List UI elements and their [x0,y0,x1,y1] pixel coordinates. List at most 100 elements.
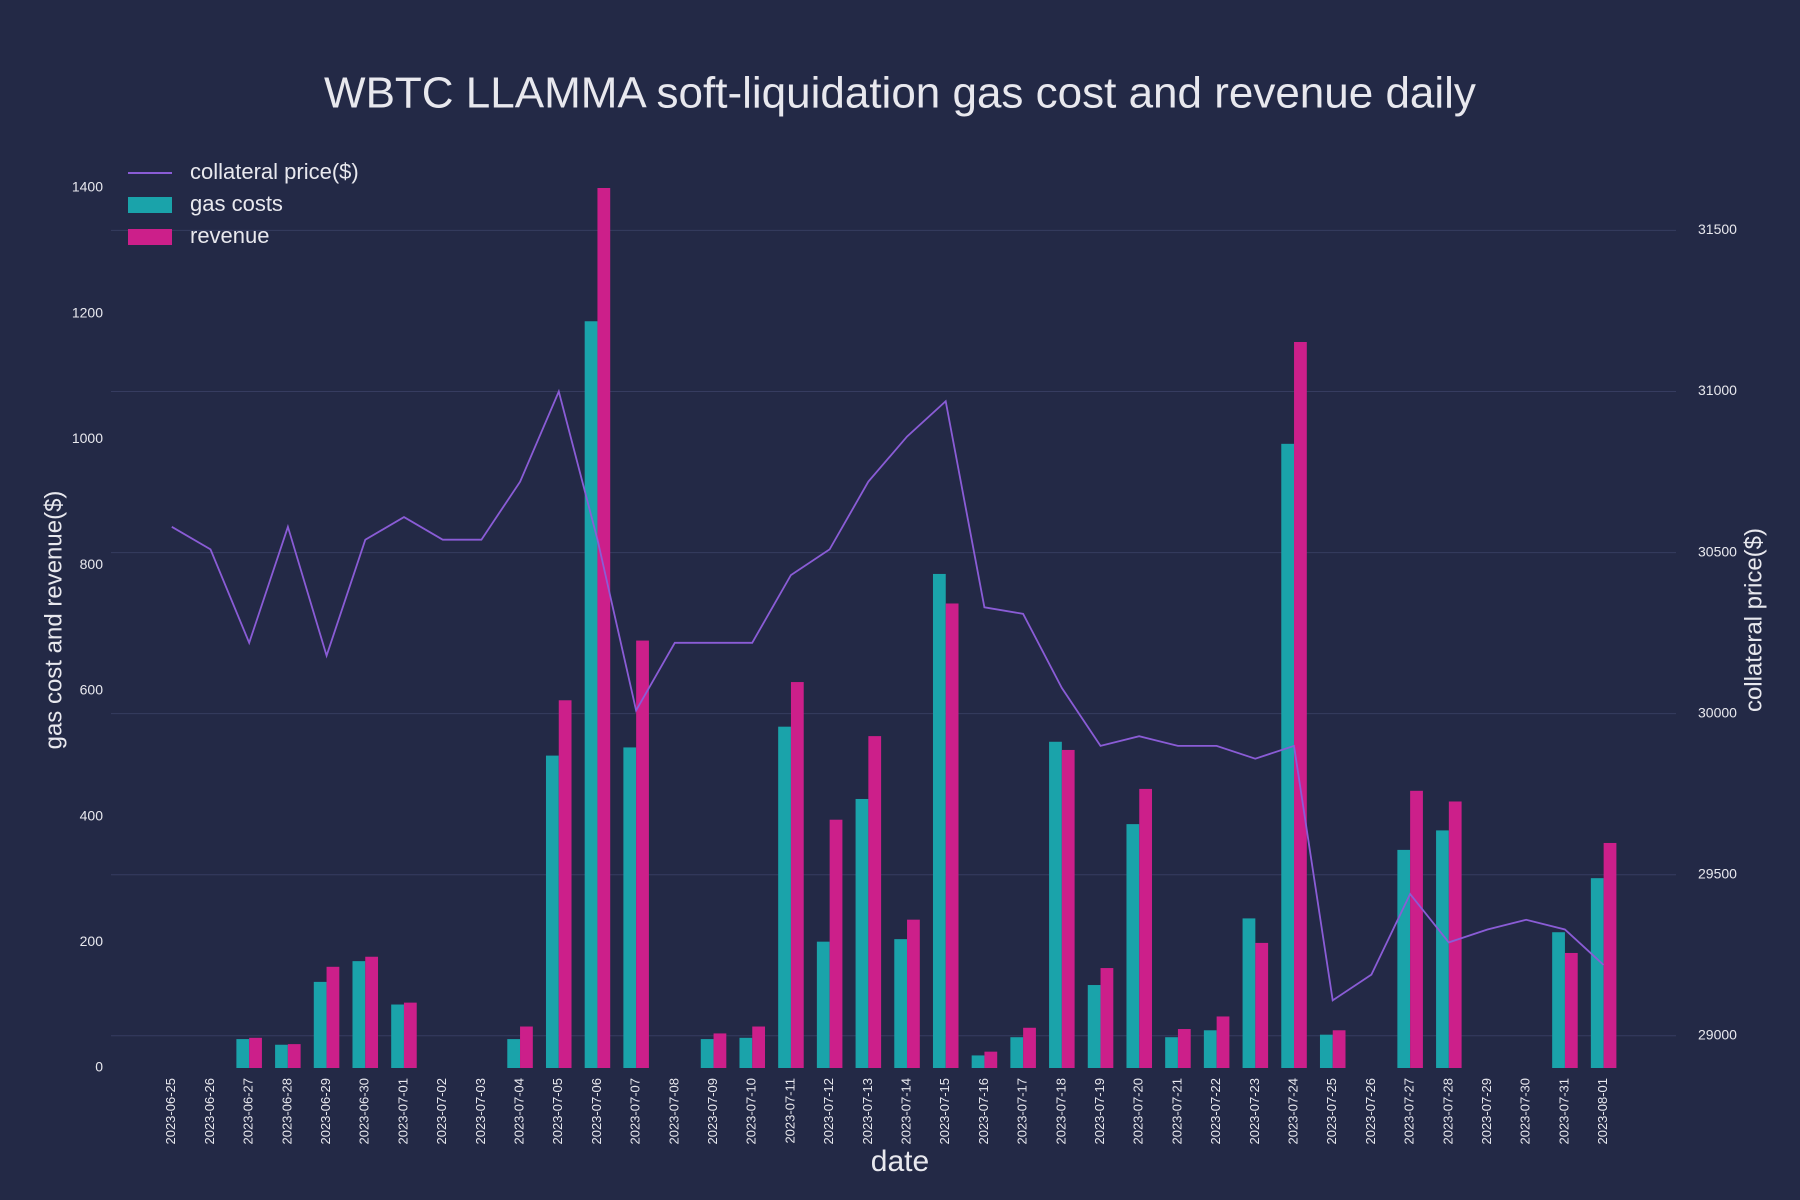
bar [391,1004,404,1068]
bar [1010,1037,1024,1068]
bar [855,798,869,1068]
y2-tick-label: 29000 [1698,1026,1737,1042]
x-tick-label: 2023-07-31 [1556,1078,1571,1145]
x-tick-label: 2023-07-10 [744,1078,759,1145]
bar [1165,1037,1178,1068]
bar [352,961,366,1068]
y-tick-label: 1400 [72,179,103,195]
y2-tick-label: 30500 [1698,543,1737,559]
x-tick-label: 2023-07-02 [434,1078,449,1145]
y-tick-label: 1200 [72,304,103,320]
x-tick-label: 2023-07-15 [937,1078,952,1145]
y-tick-label: 600 [80,682,104,698]
x-tick-label: 2023-07-20 [1131,1078,1146,1145]
x-tick-label: 2023-07-25 [1324,1078,1339,1145]
bar [1087,985,1101,1068]
y-tick-label: 0 [95,1059,103,1075]
bar [558,700,572,1068]
x-tick-label: 2023-07-30 [1518,1078,1533,1145]
legend-swatch [128,229,172,245]
y-tick-label: 800 [80,556,104,572]
x-tick-label: 2023-07-18 [1053,1078,1068,1145]
bar [1061,749,1075,1068]
bar [1216,1016,1230,1068]
bar [545,755,559,1068]
bar [1397,849,1411,1068]
x-tick-label: 2023-07-29 [1479,1078,1494,1145]
x-tick-label: 2023-06-30 [357,1078,372,1145]
x-tick-label: 2023-06-27 [241,1078,256,1145]
y-tick-label: 400 [80,807,104,823]
bar [326,966,340,1068]
bar [984,1051,998,1068]
x-tick-label: 2023-07-14 [898,1078,913,1145]
x-tick-label: 2023-07-22 [1208,1078,1223,1145]
x-tick-label: 2023-07-08 [666,1078,681,1145]
bar [1294,342,1307,1068]
bar [249,1037,262,1068]
y2-tick-label: 31500 [1698,221,1737,237]
bar [520,1026,533,1068]
bar [1242,918,1256,1068]
bar [1448,801,1462,1068]
bar [1049,741,1062,1068]
bar [1177,1029,1191,1068]
x-tick-label: 2023-07-17 [1015,1078,1030,1145]
chart-title: WBTC LLAMMA soft-liquidation gas cost an… [324,69,1476,118]
x-tick-label: 2023-07-24 [1285,1078,1300,1145]
bar [700,1039,714,1068]
bar [1100,968,1114,1068]
bar [275,1044,288,1068]
x-tick-label: 2023-07-04 [511,1078,526,1145]
bar [713,1033,727,1068]
bar [1436,830,1449,1068]
y-tick-label: 1000 [72,430,103,446]
bar [868,736,882,1068]
x-tick-label: 2023-06-28 [279,1078,294,1145]
bar [636,640,649,1068]
bar [584,321,598,1068]
x-tick-label: 2023-07-09 [705,1078,720,1145]
bar [1255,942,1269,1068]
bar [829,819,843,1068]
y2-tick-label: 29500 [1698,865,1737,881]
x-tick-label: 2023-06-25 [163,1078,178,1145]
y2-tick-label: 30000 [1698,704,1737,720]
bar [739,1037,753,1068]
x-tick-label: 2023-07-03 [473,1078,488,1145]
bar [1564,952,1578,1068]
x-tick-label: 2023-07-06 [589,1078,604,1145]
bar [1332,1030,1346,1068]
legend-label: gas costs [190,191,283,216]
bar [907,919,920,1068]
x-tick-label: 2023-07-07 [628,1078,643,1145]
bar [597,188,611,1068]
bar [790,682,804,1068]
bar [1139,788,1153,1068]
bar [287,1044,301,1068]
bar [1410,790,1423,1068]
x-tick-label: 2023-07-01 [395,1078,410,1145]
bar [365,956,379,1068]
bar [403,1002,417,1068]
legend-label: collateral price($) [190,159,359,184]
price-line [171,388,1605,1002]
bar [1603,842,1617,1068]
x-tick-label: 2023-07-27 [1402,1078,1417,1145]
bar [623,747,637,1068]
x-tick-label: 2023-07-21 [1169,1078,1184,1145]
x-tick-label: 2023-07-26 [1363,1078,1378,1145]
x-tick-label: 2023-07-12 [821,1078,836,1145]
x-tick-label: 2023-07-05 [550,1078,565,1145]
x-tick-label: 2023-07-13 [860,1078,875,1145]
bar [1281,443,1295,1068]
bar [1126,824,1140,1068]
bar [932,573,946,1068]
bar [507,1039,521,1068]
bar [1319,1034,1333,1068]
x-tick-label: 2023-07-28 [1440,1078,1455,1145]
bar [1203,1030,1217,1068]
y2-axis-title: collateral price($) [1740,528,1767,712]
bar [945,603,959,1068]
bar [752,1026,766,1068]
